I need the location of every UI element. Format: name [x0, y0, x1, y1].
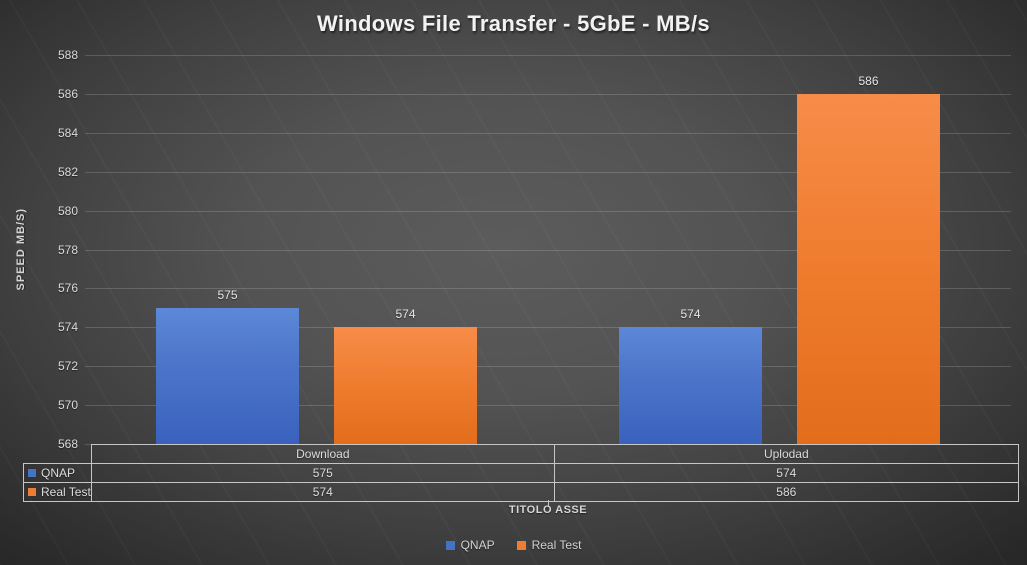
gridline [85, 171, 1011, 173]
legend-label: Real Test [531, 538, 582, 552]
bar-qnap-uplodad [619, 327, 762, 444]
series-swatch-icon [28, 468, 36, 477]
bar-value-label: 574 [680, 307, 701, 322]
legend-item-real-test: Real Test [516, 538, 582, 552]
legend-swatch-icon [445, 540, 455, 550]
gridline [85, 210, 1011, 212]
gridline [85, 55, 1011, 56]
table-corner-cell [24, 445, 92, 464]
y-tick-label: 584 [57, 125, 78, 140]
bar-real-test-uplodad [797, 93, 940, 444]
x-axis-title: TITOLO ASSE [508, 504, 588, 516]
gridline [85, 93, 1011, 95]
category-axis-tick [548, 500, 549, 506]
gridline [85, 288, 1011, 290]
y-axis-title-text: SPEED MB/S) [15, 208, 27, 291]
legend-item-qnap: QNAP [445, 538, 495, 552]
y-tick-label: 580 [57, 203, 78, 218]
gridline [85, 366, 1011, 368]
gridline [85, 327, 1011, 329]
y-tick-label: 586 [57, 86, 78, 101]
bar-value-label: 574 [395, 307, 416, 322]
table-value-cell: 574 [553, 463, 1019, 483]
data-table: Download Uplodad QNAP 575 574 Real Test 574 586 [23, 444, 1019, 502]
y-tick-label: 572 [57, 359, 78, 374]
y-tick-label: 582 [57, 164, 78, 179]
series-swatch-icon [28, 487, 36, 496]
table-value-cell: 574 [90, 482, 555, 502]
y-tick-label: 568 [57, 437, 78, 451]
table-value-cell: 586 [553, 482, 1019, 502]
legend-label: QNAP [460, 538, 495, 552]
table-series-key-cell: QNAP [23, 463, 92, 483]
chart-title: Windows File Transfer - 5GbE - MB/s [317, 11, 710, 36]
y-tick-label: 578 [57, 242, 78, 257]
table-category-header: Uplodad [553, 444, 1019, 464]
legend-swatch-icon [516, 540, 526, 550]
table-value-cell: 575 [90, 463, 555, 483]
y-axis-title: SPEED MB/S) [10, 55, 32, 444]
y-tick-label: 588 [57, 48, 78, 62]
legend: QNAP Real Test [0, 538, 1027, 552]
gridline [85, 405, 1011, 407]
y-tick-label: 570 [57, 398, 78, 413]
table-category-header: Download [90, 444, 555, 464]
table-series-key-cell: Real Test [23, 482, 92, 502]
gridline [85, 249, 1011, 251]
y-tick-label: 574 [57, 320, 78, 335]
bar-real-test-download [334, 327, 477, 444]
y-tick-label: 576 [57, 281, 78, 296]
bar-value-label: 586 [858, 73, 879, 88]
gridline [85, 132, 1011, 134]
bar-qnap-download [156, 307, 299, 444]
bar-value-label: 575 [217, 287, 238, 302]
